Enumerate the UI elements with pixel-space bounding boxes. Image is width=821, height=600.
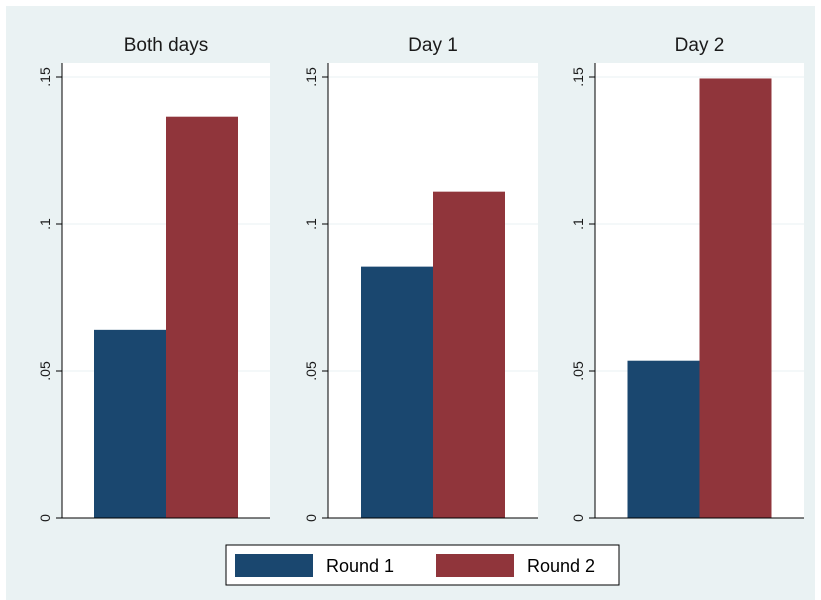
y-tick-label: .1 — [303, 218, 319, 230]
y-tick-label: .15 — [37, 67, 53, 87]
legend-swatch-round-1 — [235, 554, 313, 577]
bar-round-2 — [166, 116, 238, 518]
bar-round-2 — [699, 78, 772, 518]
bar-round-1 — [361, 266, 433, 518]
legend: Round 1 Round 2 — [225, 544, 620, 586]
legend-label: Round 1 — [326, 556, 394, 576]
y-tick-label: .1 — [570, 218, 586, 230]
panel-2: 0 .05 .1 .15 Day 1 — [303, 35, 538, 522]
y-tick-label: 0 — [303, 514, 319, 522]
y-tick-label: 0 — [570, 514, 586, 522]
y-tick-label: .05 — [37, 361, 53, 381]
panel-title: Day 2 — [675, 35, 725, 56]
top-strip — [0, 0, 821, 6]
y-tick-label: .1 — [37, 218, 53, 230]
panel-3: 0 .05 .1 .15 Day 2 — [570, 35, 804, 522]
y-tick-label: .15 — [303, 67, 319, 87]
y-tick-label: .05 — [570, 361, 586, 381]
bar-round-1 — [627, 360, 700, 518]
legend-swatch-round-2 — [436, 554, 514, 577]
y-tick-label: 0 — [37, 514, 53, 522]
y-tick-label: .05 — [303, 361, 319, 381]
panel-title: Both days — [124, 35, 209, 56]
y-tick-label: .15 — [570, 67, 586, 87]
panel-1: 0 .05 .1 .15 Both days — [37, 35, 270, 522]
panel-title: Day 1 — [408, 35, 458, 56]
cropped-caption-fragment — [0, 0, 821, 6]
legend-label: Round 2 — [527, 556, 595, 576]
bar-round-1 — [94, 329, 166, 518]
bar-round-2 — [433, 191, 505, 518]
